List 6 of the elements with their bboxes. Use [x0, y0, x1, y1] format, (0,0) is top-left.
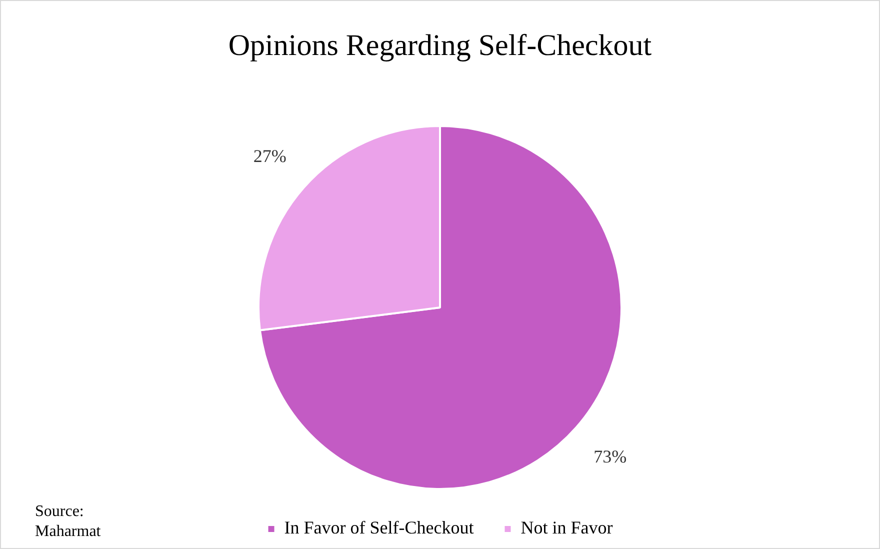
chart-title: Opinions Regarding Self-Checkout	[228, 28, 652, 62]
data-label: 27%	[253, 146, 286, 166]
source-note: Source: Maharmat	[35, 502, 102, 542]
data-label: 73%	[594, 446, 627, 466]
legend-label: In Favor of Self-Checkout	[284, 518, 474, 538]
legend-label: Not in Favor	[520, 518, 613, 538]
